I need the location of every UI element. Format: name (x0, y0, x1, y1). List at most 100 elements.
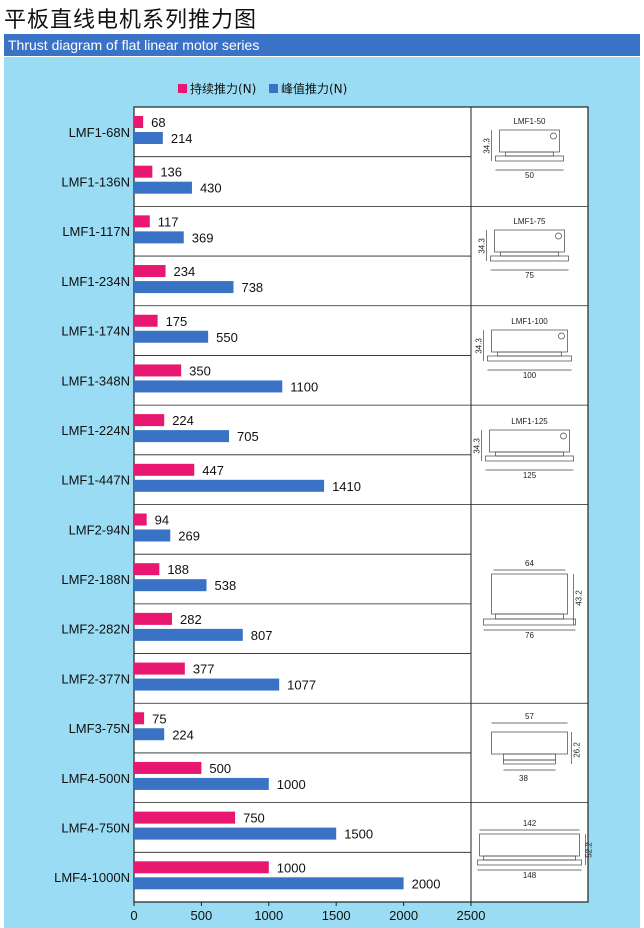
bars (134, 116, 404, 890)
drawing-height-dim: 52.2 (585, 842, 594, 858)
category-label: LMF1-117N (62, 224, 130, 239)
subtitle-bar: Thrust diagram of flat linear motor seri… (4, 34, 640, 56)
data-label-continuous: 188 (167, 562, 189, 577)
drawing-base (485, 455, 574, 462)
data-label-peak: 738 (241, 280, 263, 295)
drawing-base (495, 155, 564, 162)
motor-drawings: LMF1-50 34.3 50 LMF1-75 34.3 75 LMF1-100 34.3 10… (473, 117, 594, 880)
legend-swatch-continuous (178, 84, 187, 93)
bar-peak (134, 281, 234, 294)
data-label-continuous: 117 (158, 214, 179, 229)
legend: 持续推力(N) 峰值推力(N) (178, 81, 347, 96)
category-label: LMF1-136N (61, 175, 130, 190)
bar-continuous (134, 811, 236, 824)
drawing-base (477, 859, 582, 866)
data-label-peak: 369 (192, 230, 214, 245)
drawing-connector (550, 132, 557, 140)
data-label-continuous: 224 (172, 413, 194, 428)
drawing-height-dim: 43.2 (575, 590, 584, 606)
bar-peak (134, 181, 192, 194)
data-label-continuous: 68 (151, 115, 165, 130)
data-label-peak: 430 (200, 181, 222, 196)
data-label-continuous: 1000 (277, 860, 306, 875)
legend-label-peak: 峰值推力(N) (281, 81, 347, 96)
labels: 68 214 LMF1-68N 136 430 LMF1-136N 117 369 LMF1-1… (54, 115, 440, 891)
bar-continuous (134, 712, 145, 725)
drawing-lmf1: LMF1-125 34.3 125 (473, 417, 574, 480)
drawing-height-dim: 26.2 (573, 742, 582, 758)
data-label-peak: 1410 (332, 479, 361, 494)
drawing-width-dim: 125 (523, 471, 537, 480)
drawing-top-dim: 57 (525, 712, 534, 721)
data-label-peak: 214 (171, 131, 193, 146)
bar-continuous (134, 364, 182, 377)
drawing-width-dim: 148 (523, 871, 537, 880)
data-label-peak: 1077 (287, 678, 316, 693)
category-label: LMF2-377N (61, 671, 130, 686)
drawing-width-dim: 38 (519, 774, 528, 783)
bar-peak (134, 330, 209, 343)
data-label-peak: 807 (251, 628, 273, 643)
bar-peak (134, 430, 230, 443)
bar-peak (134, 678, 280, 691)
category-label: LMF2-94N (69, 522, 130, 537)
data-label-peak: 550 (216, 330, 238, 345)
x-tick-label: 2500 (457, 908, 486, 923)
data-label-continuous: 377 (193, 662, 215, 677)
data-label-continuous: 282 (180, 612, 202, 627)
drawing-height-dim: 34.3 (478, 238, 487, 254)
bar-continuous (134, 563, 160, 576)
bar-peak (134, 628, 243, 641)
data-label-peak: 1500 (344, 827, 373, 842)
bar-continuous (134, 761, 202, 774)
bar-peak (134, 380, 283, 393)
drawing-connector (558, 332, 565, 340)
bar-continuous (134, 463, 195, 476)
drawing-height-dim: 34.3 (483, 138, 492, 154)
drawing-height-dim: 34.3 (475, 338, 484, 354)
data-label-continuous: 500 (209, 761, 231, 776)
x-tick-label: 500 (191, 908, 213, 923)
x-tick-label: 2000 (389, 908, 418, 923)
drawing-lmf1: LMF1-50 34.3 50 (483, 117, 564, 180)
data-label-peak: 2000 (412, 876, 441, 891)
category-label: LMF1-234N (61, 274, 130, 289)
bar-peak (134, 827, 337, 840)
bar-continuous (134, 662, 185, 675)
drawing-connector (560, 432, 567, 440)
data-label-peak: 269 (178, 529, 200, 544)
data-label-peak: 538 (215, 578, 237, 593)
legend-swatch-peak (269, 84, 278, 93)
drawing-width-dim: 75 (525, 271, 534, 280)
drawing-width-dim: 100 (523, 371, 537, 380)
category-label: LMF1-68N (69, 125, 130, 140)
bar-continuous (134, 314, 158, 327)
drawing-base (487, 355, 572, 362)
category-label: LMF4-500N (61, 771, 130, 786)
bar-peak (134, 777, 269, 790)
data-label-peak: 1000 (277, 777, 306, 792)
data-label-peak: 224 (172, 727, 194, 742)
drawing-top-dim: 142 (523, 819, 537, 828)
x-tick-label: 1000 (254, 908, 283, 923)
data-label-continuous: 750 (243, 811, 265, 826)
category-label: LMF1-224N (61, 423, 130, 438)
legend-label-continuous: 持续推力(N) (190, 81, 256, 96)
bar-continuous (134, 414, 165, 427)
bar-peak (134, 479, 325, 492)
subtitle-text: Thrust diagram of flat linear motor seri… (8, 37, 260, 53)
data-label-peak: 705 (237, 429, 259, 444)
drawing-model-label: LMF1-100 (511, 317, 548, 326)
drawing-lmf3: 57 26.2 38 (491, 712, 582, 783)
drawing-width-dim: 76 (525, 631, 534, 640)
drawing-lmf2: 64 43.2 76 (483, 559, 584, 640)
drawing-lmf1: LMF1-100 34.3 100 (475, 317, 572, 380)
bar-continuous (134, 612, 173, 625)
category-label: LMF4-750N (61, 820, 130, 835)
drawing-model-label: LMF1-125 (511, 417, 548, 426)
bar-peak (134, 728, 165, 741)
bar-peak (134, 877, 404, 890)
bar-continuous (134, 165, 153, 178)
data-label-continuous: 136 (160, 165, 182, 180)
